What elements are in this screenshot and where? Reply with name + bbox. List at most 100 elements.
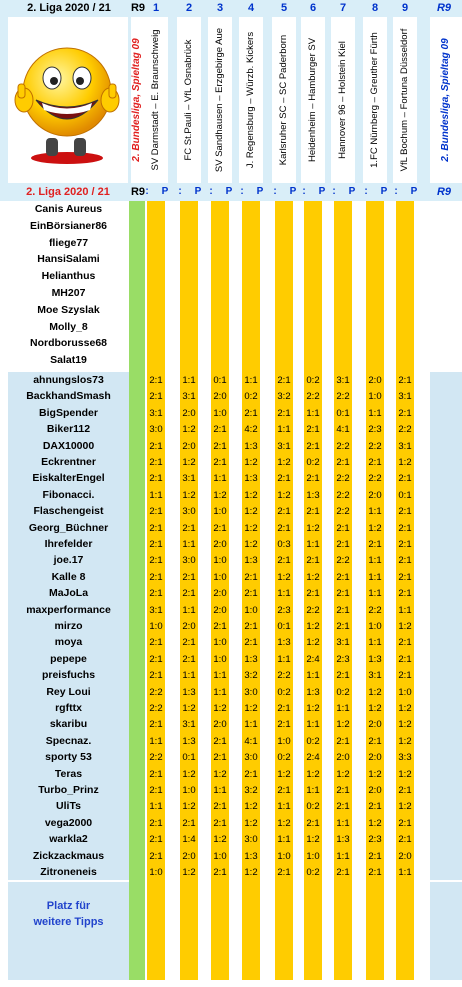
tip-cell: 0:2 xyxy=(277,686,291,698)
subheader-bar xyxy=(0,183,462,201)
header-match-white-5 xyxy=(272,17,296,183)
upper-body xyxy=(0,201,462,372)
tip-cell: 1:1 xyxy=(368,637,382,649)
header-match-white-3 xyxy=(208,17,232,183)
tip-cell: 1:0 xyxy=(149,621,163,632)
player-name: Ihrefelder xyxy=(44,538,93,550)
tip-cell: 2:1 xyxy=(149,571,163,583)
subheader-p-7: P xyxy=(348,186,356,197)
subheader-sep-5: : xyxy=(273,186,277,197)
tip-cell: 2:1 xyxy=(368,867,382,878)
subheader-league: 2. Liga 2020 / 21 xyxy=(26,186,110,198)
tip-cell: 2:1 xyxy=(182,588,196,600)
tip-cell: 3:1 xyxy=(368,670,382,682)
tip-cell: 1:4 xyxy=(182,834,196,846)
gold-column-7 xyxy=(334,201,352,980)
tip-cell: 3:0 xyxy=(149,424,163,436)
tip-cell: 1:3 xyxy=(244,440,258,452)
player-name: Flaschengeist xyxy=(33,505,104,518)
tip-cell: 2:2 xyxy=(336,473,350,485)
subheader-sep-1: : xyxy=(145,186,149,197)
gold-column-5 xyxy=(275,201,293,980)
league-title: 2. Liga 2020 / 21 xyxy=(27,2,111,14)
tip-cell: 1:2 xyxy=(182,768,196,780)
subheader-sep-9: : xyxy=(394,186,398,197)
tip-cell: 0:2 xyxy=(306,457,320,468)
tip-cell: 2:1 xyxy=(213,457,227,468)
tip-cell: 2:1 xyxy=(398,539,412,550)
tip-cell: 0:2 xyxy=(306,801,320,813)
tip-cell: 0:2 xyxy=(306,867,320,878)
tip-cell: 2:1 xyxy=(336,621,350,632)
tip-cell: 1:2 xyxy=(244,703,258,714)
tip-cell: 1:2 xyxy=(398,719,412,731)
footer-right xyxy=(430,882,462,980)
tip-cell: 1:3 xyxy=(182,735,196,747)
tip-cell: 1:1 xyxy=(149,489,163,501)
tip-cell: 2:1 xyxy=(306,473,320,485)
match-number-4: 4 xyxy=(247,2,255,14)
tip-cell: 1:2 xyxy=(277,489,291,501)
tip-cell: 1:1 xyxy=(398,867,412,878)
tip-cell: 1:2 xyxy=(182,801,196,813)
tip-cell: 0:1 xyxy=(336,407,350,419)
subheader-p-3: P xyxy=(225,186,233,197)
tip-cell: 1:2 xyxy=(244,457,258,468)
tip-cell: 2:1 xyxy=(336,457,350,468)
player-name: rgfttx xyxy=(55,702,82,714)
tip-cell: 3:2 xyxy=(277,391,291,403)
tip-cell: 2:1 xyxy=(213,424,227,436)
tip-cell: 2:1 xyxy=(213,522,227,534)
tip-cell: 2:1 xyxy=(149,768,163,780)
subheader-sep-2: : xyxy=(178,186,182,197)
player-name: maxperformance xyxy=(26,603,111,616)
tip-cell: 3:0 xyxy=(182,506,196,518)
upper-player-name: Salat19 xyxy=(50,354,87,367)
tip-cell: 1:3 xyxy=(277,637,291,649)
tip-cell: 2:4 xyxy=(306,653,320,665)
tip-cell: 2:1 xyxy=(244,407,258,419)
tip-cell: 2:1 xyxy=(398,375,412,386)
tip-cell: 1:1 xyxy=(213,670,227,682)
tip-cell: 2:3 xyxy=(277,604,291,616)
tip-cell: 1:1 xyxy=(277,801,291,813)
subheader-p-5: P xyxy=(289,186,297,197)
tip-cell: 2:0 xyxy=(398,850,412,862)
tip-cell: 1:2 xyxy=(306,703,320,714)
player-name: Rey Loui xyxy=(46,685,91,698)
tip-cell: 2:1 xyxy=(336,604,350,616)
tip-cell: 0:1 xyxy=(213,375,227,386)
tip-cell: 1:2 xyxy=(244,522,258,534)
player-name: Specnaz. xyxy=(45,734,92,747)
tip-cell: 1:1 xyxy=(277,588,291,600)
tip-cell: 1:2 xyxy=(368,768,382,780)
tip-cell: 2:1 xyxy=(368,801,382,813)
tip-cell: 2:1 xyxy=(336,522,350,534)
tip-cell: 2:1 xyxy=(182,571,196,583)
header-match-white-7 xyxy=(331,17,355,183)
upper-player-name: fliege77 xyxy=(48,236,89,249)
tip-cell: 2:3 xyxy=(336,653,350,665)
header-match-white-6 xyxy=(301,17,325,183)
tip-cell: 2:1 xyxy=(306,555,320,567)
tip-cell: 1:1 xyxy=(336,817,350,829)
tip-cell: 2:1 xyxy=(244,588,258,600)
match-number-3: 3 xyxy=(216,2,224,14)
tip-cell: 2:1 xyxy=(149,785,163,796)
tip-cell: 2:1 xyxy=(398,785,412,796)
tip-cell: 3:1 xyxy=(398,391,412,403)
tip-cell: 1:2 xyxy=(244,506,258,518)
tip-cell: 3:1 xyxy=(182,391,196,403)
tip-cell: 1:1 xyxy=(149,801,163,813)
upper-player-name: EinBörsianer86 xyxy=(29,219,108,232)
tip-cell: 2:0 xyxy=(368,785,382,796)
tip-cell: 1:1 xyxy=(398,604,412,616)
tip-cell: 0:1 xyxy=(182,752,196,764)
tip-cell: 1:2 xyxy=(398,703,412,714)
match-name-5: Karlsruher SC – SC Paderborn xyxy=(278,34,289,166)
side-label: 2. Bundesliga, Spieltag 09 xyxy=(131,38,142,162)
tip-cell: 1:2 xyxy=(277,571,291,583)
tip-cell: 1:0 xyxy=(306,850,320,862)
round-label: R9 xyxy=(130,2,146,14)
match-number-2: 2 xyxy=(185,2,193,14)
